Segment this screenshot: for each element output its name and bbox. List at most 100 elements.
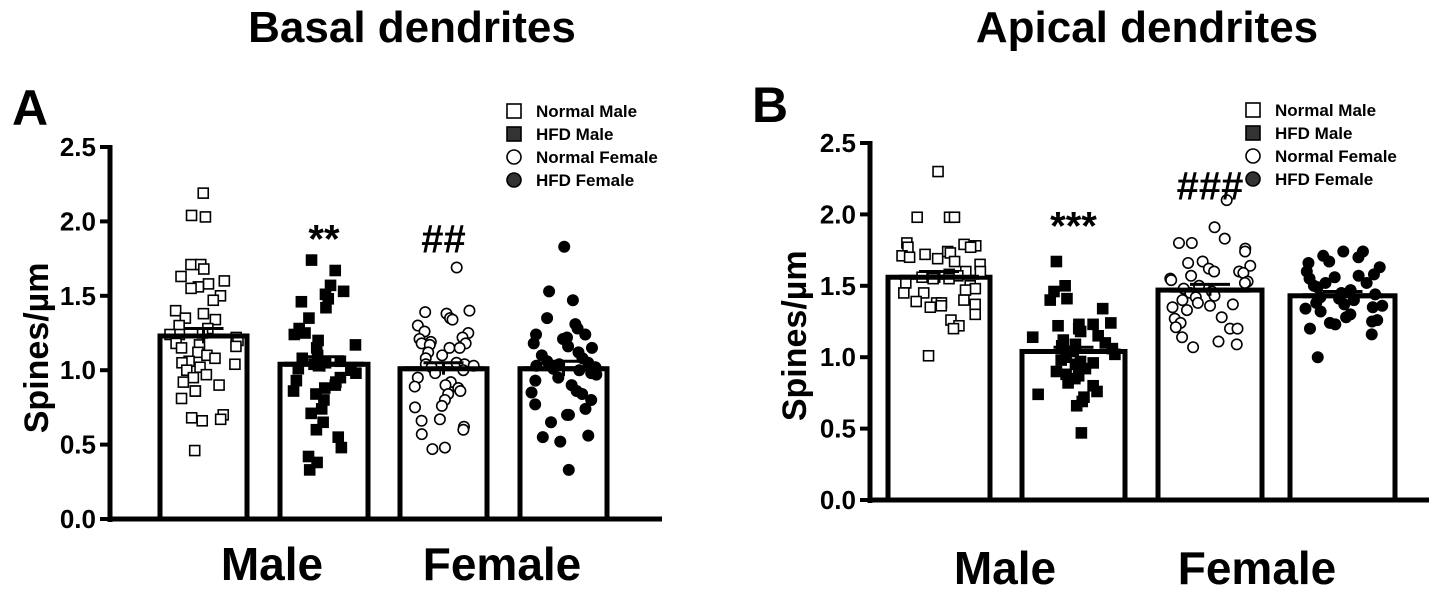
filled-square-icon [1245,125,1261,141]
data-point [188,444,201,457]
data-point [1238,276,1251,289]
data-point [1059,279,1071,292]
legend-item: HFD Male [1275,124,1352,143]
data-point [576,388,589,401]
data-point [917,287,930,299]
data-point [1340,311,1353,324]
y-axis-label: Spines/µm [18,263,56,434]
data-point [1230,338,1243,351]
data-point [947,322,960,335]
data-point [198,263,210,275]
data-point [295,295,308,308]
data-point [1052,319,1064,332]
data-point [1096,302,1109,315]
data-point [209,352,221,365]
y-tick-label: 2.0 [820,199,856,229]
panel-letter: B [752,77,788,133]
data-point [229,358,241,371]
data-point [450,261,463,274]
data-point [582,429,595,442]
data-point [315,403,328,415]
y-tick-label: 1.5 [60,281,96,311]
data-point [175,392,188,405]
data-point [213,379,225,391]
legend-item: Normal Male [1275,101,1376,120]
data-point [194,361,206,374]
significance-label: ### [1177,165,1244,209]
data-point [1075,427,1088,439]
legend-item: HFD Female [536,171,634,190]
data-point [529,398,542,411]
data-point [1185,269,1198,282]
data-point [910,295,923,308]
chart-panel-A: Basal dendrites A 0.0 0.5 1.0 1.5 2.0 2.5 Spines… [12,3,662,590]
group-label-male: Male [221,538,323,590]
data-point [566,294,579,307]
data-point [196,414,209,427]
data-point [1303,322,1316,335]
group-label-female: Female [1178,542,1337,594]
chart-title: Basal dendrites [248,3,576,52]
data-point [1244,259,1257,272]
data-point [964,241,977,254]
data-point [189,385,202,397]
y-tick-label: 1.5 [820,271,856,301]
significance-label: ## [421,217,466,261]
data-point [1074,325,1087,338]
data-point [1226,298,1239,311]
data-point [207,294,220,307]
legend: Normal Male HFD Male Normal Female HFD Fema… [1245,101,1397,189]
data-point [536,431,549,444]
data-point [545,416,558,429]
data-point [303,312,315,324]
legend-item: HFD Female [1275,170,1373,189]
y-tick-label: 2.5 [820,128,856,158]
data-point [1079,362,1092,375]
data-point [415,414,428,427]
group-label-female: Female [423,538,582,590]
data-point [562,340,575,353]
group-label-male: Male [954,542,1056,594]
data-point [1323,255,1336,268]
legend-item: Normal Female [1275,147,1397,166]
data-point [311,456,323,469]
data-point [169,304,182,317]
data-point [214,413,227,426]
data-point [948,255,961,268]
data-point [1367,268,1380,281]
data-point [1092,329,1104,342]
data-point [463,304,476,317]
significance-label: ** [308,217,340,261]
data-point [935,299,948,312]
data-point [1208,265,1221,278]
data-point [554,435,567,448]
data-point [200,368,213,381]
data-point [299,327,311,339]
data-point [1338,298,1351,311]
data-point [525,386,538,399]
data-point [1365,328,1378,341]
data-point [1091,385,1103,398]
open-circle-icon [506,149,522,165]
data-point [329,379,342,391]
data-point [1212,335,1225,348]
data-point [919,248,931,261]
data-point [541,312,554,325]
data-point [179,312,192,324]
data-point [1314,305,1327,318]
data-point [924,301,937,314]
data-point [199,211,212,223]
data-point [1176,294,1189,307]
chart-panel-B: Apical dendrites B 0.0 0.5 1.0 1.5 2.0 2.5 Spine… [752,3,1429,594]
data-point [177,376,190,388]
data-point [288,328,301,341]
significance-label: *** [1050,205,1097,249]
data-point [1176,331,1189,344]
open-circle-icon [1245,148,1261,164]
data-point [1208,221,1221,234]
data-point [585,341,598,354]
data-point [318,382,331,394]
data-point [320,301,332,314]
data-point [571,322,584,335]
